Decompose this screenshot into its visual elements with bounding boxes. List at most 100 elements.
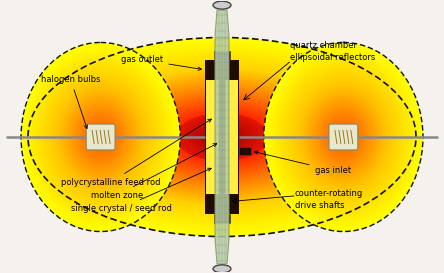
Ellipse shape <box>24 46 178 228</box>
Ellipse shape <box>280 61 407 213</box>
Ellipse shape <box>121 85 323 189</box>
Ellipse shape <box>66 96 135 178</box>
Ellipse shape <box>48 74 154 200</box>
Ellipse shape <box>59 54 385 221</box>
Ellipse shape <box>48 48 396 227</box>
Ellipse shape <box>75 61 369 213</box>
Ellipse shape <box>152 101 292 173</box>
Ellipse shape <box>328 118 359 156</box>
Ellipse shape <box>191 121 253 153</box>
Ellipse shape <box>79 112 122 162</box>
Bar <box>214 51 230 60</box>
FancyBboxPatch shape <box>329 124 358 150</box>
Ellipse shape <box>42 68 159 206</box>
Ellipse shape <box>29 52 172 222</box>
Text: single crystal / seed rod: single crystal / seed rod <box>71 168 211 213</box>
Ellipse shape <box>140 95 304 179</box>
Bar <box>205 60 239 214</box>
Ellipse shape <box>90 69 354 205</box>
Ellipse shape <box>199 125 245 149</box>
Ellipse shape <box>102 75 342 199</box>
Ellipse shape <box>277 58 410 216</box>
Ellipse shape <box>63 93 138 181</box>
Ellipse shape <box>274 55 412 219</box>
Polygon shape <box>215 10 229 264</box>
Ellipse shape <box>282 64 404 209</box>
Ellipse shape <box>156 103 288 171</box>
Ellipse shape <box>53 80 148 194</box>
Ellipse shape <box>36 41 408 233</box>
Ellipse shape <box>322 112 365 162</box>
Ellipse shape <box>293 77 394 197</box>
Ellipse shape <box>63 55 381 219</box>
Ellipse shape <box>164 107 280 167</box>
Ellipse shape <box>55 51 389 222</box>
Ellipse shape <box>117 83 327 191</box>
Text: counter-rotating: counter-rotating <box>295 189 363 198</box>
Ellipse shape <box>85 118 116 156</box>
Ellipse shape <box>133 91 311 183</box>
Ellipse shape <box>269 49 418 225</box>
Ellipse shape <box>298 84 388 191</box>
Text: molten zone: molten zone <box>91 144 217 200</box>
Ellipse shape <box>44 46 400 229</box>
Ellipse shape <box>144 97 300 177</box>
Ellipse shape <box>206 129 238 145</box>
Ellipse shape <box>137 93 307 181</box>
Ellipse shape <box>317 105 370 168</box>
Ellipse shape <box>183 117 261 157</box>
Ellipse shape <box>325 115 362 159</box>
Ellipse shape <box>312 99 375 175</box>
Ellipse shape <box>306 93 381 181</box>
Text: quartz chamber: quartz chamber <box>289 41 357 51</box>
Ellipse shape <box>160 105 284 169</box>
Ellipse shape <box>213 265 231 273</box>
Ellipse shape <box>82 115 119 159</box>
Ellipse shape <box>74 105 127 168</box>
Ellipse shape <box>218 135 226 139</box>
Ellipse shape <box>90 124 111 150</box>
Ellipse shape <box>37 61 164 213</box>
Text: halogen bulbs: halogen bulbs <box>41 75 100 129</box>
Ellipse shape <box>45 71 156 203</box>
Text: gas outlet: gas outlet <box>121 55 202 70</box>
Ellipse shape <box>309 96 378 178</box>
Ellipse shape <box>71 60 373 215</box>
Ellipse shape <box>32 55 170 219</box>
Ellipse shape <box>67 57 377 216</box>
Ellipse shape <box>272 52 415 222</box>
Ellipse shape <box>98 73 346 201</box>
Ellipse shape <box>296 80 391 194</box>
Ellipse shape <box>28 37 416 236</box>
Ellipse shape <box>34 58 167 216</box>
FancyBboxPatch shape <box>86 124 115 150</box>
Ellipse shape <box>82 65 362 209</box>
Ellipse shape <box>330 121 357 153</box>
Ellipse shape <box>264 43 423 232</box>
Ellipse shape <box>69 99 132 175</box>
Ellipse shape <box>40 64 162 209</box>
Ellipse shape <box>148 99 296 175</box>
Ellipse shape <box>106 77 338 197</box>
Ellipse shape <box>285 68 402 206</box>
Ellipse shape <box>26 49 175 225</box>
Text: drive shafts: drive shafts <box>295 201 344 210</box>
Text: polycrystalline feed rod: polycrystalline feed rod <box>61 119 211 187</box>
Ellipse shape <box>210 131 234 143</box>
Ellipse shape <box>320 109 367 165</box>
Ellipse shape <box>125 87 319 187</box>
Ellipse shape <box>171 111 273 163</box>
Text: gas inlet: gas inlet <box>254 151 351 175</box>
Ellipse shape <box>335 127 351 146</box>
Ellipse shape <box>213 1 231 9</box>
Ellipse shape <box>110 79 334 195</box>
Ellipse shape <box>304 90 383 184</box>
Ellipse shape <box>129 89 315 185</box>
Ellipse shape <box>51 49 393 225</box>
Ellipse shape <box>333 124 354 150</box>
Ellipse shape <box>98 134 103 140</box>
Bar <box>225 80 238 194</box>
Ellipse shape <box>175 113 269 161</box>
Bar <box>239 147 251 155</box>
Ellipse shape <box>87 121 114 153</box>
